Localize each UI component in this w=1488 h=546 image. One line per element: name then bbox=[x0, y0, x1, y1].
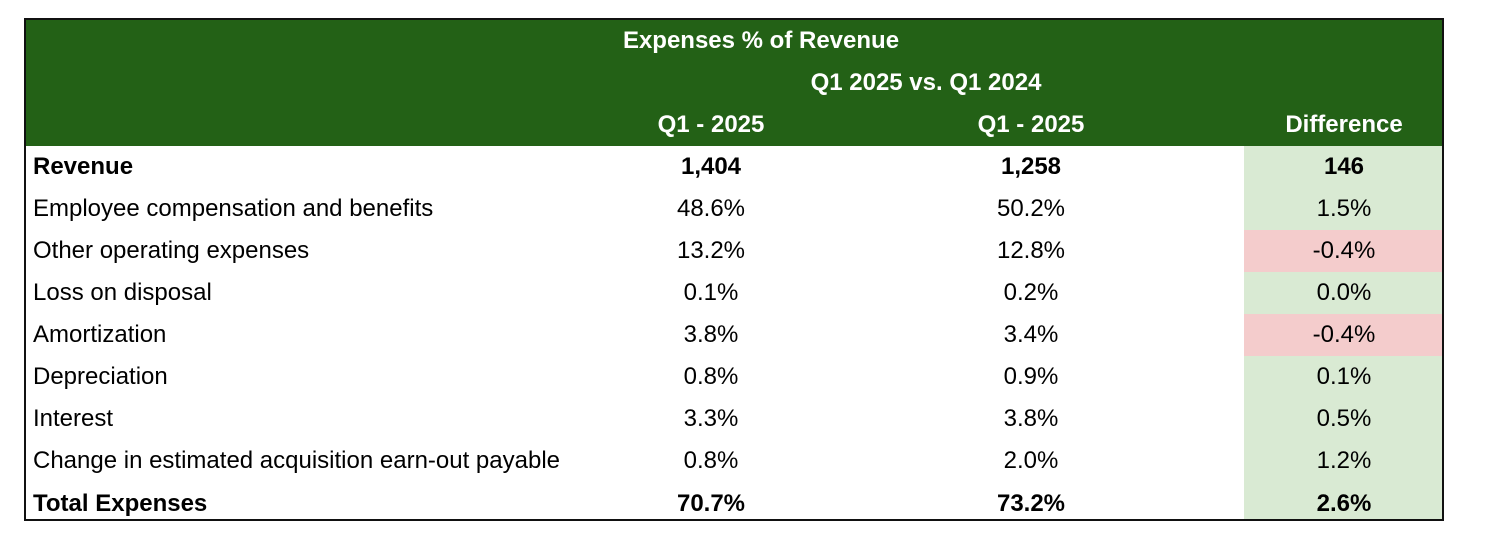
difference-cell: 0.5% bbox=[1244, 398, 1442, 440]
value-q1-2025-a: 0.1% bbox=[683, 279, 739, 306]
value-q1-2025-a: 48.6% bbox=[676, 195, 746, 222]
table-row: Amortization 3.8% 3.4% -0.4% bbox=[26, 314, 1442, 356]
row-label: Change in estimated acquisition earn-out… bbox=[33, 447, 561, 474]
value-q1-2025-b: 3.4% bbox=[1003, 321, 1059, 348]
value-q1-2025-a: 0.8% bbox=[683, 447, 739, 474]
table-row: Employee compensation and benefits 48.6% 5… bbox=[26, 188, 1442, 230]
value-q1-2025-b: 0.9% bbox=[1003, 363, 1059, 390]
difference-cell: 1.2% bbox=[1244, 440, 1442, 482]
difference-cell: 1.5% bbox=[1244, 188, 1442, 230]
expenses-table: Expenses % of Revenue Q1 2025 vs. Q1 202… bbox=[24, 18, 1444, 521]
row-label: Loss on disposal bbox=[33, 279, 212, 306]
table-row: Change in estimated acquisition earn-out… bbox=[26, 440, 1442, 482]
value-q1-2025-b: 0.2% bbox=[1003, 279, 1059, 306]
row-label: Depreciation bbox=[33, 363, 168, 390]
row-label: Other operating expenses bbox=[33, 237, 310, 264]
column-header-q1-2025-b: Q1 - 2025 bbox=[977, 111, 1085, 138]
value-q1-2025-a: 13.2% bbox=[676, 237, 746, 264]
difference-cell: 146 bbox=[1244, 146, 1442, 188]
column-header-q1-2025-a: Q1 - 2025 bbox=[657, 111, 765, 138]
row-label: Total Expenses bbox=[33, 490, 208, 517]
table-row: Loss on disposal 0.1% 0.2% 0.0% bbox=[26, 272, 1442, 314]
difference-cell: 2.6% bbox=[1244, 482, 1442, 519]
value-q1-2025-b: 3.8% bbox=[1003, 405, 1059, 432]
table-title: Expenses % of Revenue bbox=[622, 27, 900, 54]
value-q1-2025-b: 50.2% bbox=[996, 195, 1066, 222]
table-header: Expenses % of Revenue Q1 2025 vs. Q1 202… bbox=[26, 20, 1442, 146]
difference-cell: 0.0% bbox=[1244, 272, 1442, 314]
value-q1-2025-a: 0.8% bbox=[683, 363, 739, 390]
difference-cell: 0.1% bbox=[1244, 356, 1442, 398]
row-label: Revenue bbox=[33, 153, 134, 180]
value-q1-2025-a: 70.7% bbox=[676, 490, 746, 517]
table-row: Total Expenses 70.7% 73.2% 2.6% bbox=[26, 482, 1442, 519]
value-q1-2025-a: 3.8% bbox=[683, 321, 739, 348]
value-q1-2025-b: 12.8% bbox=[996, 237, 1066, 264]
column-header-difference: Difference bbox=[1285, 111, 1403, 138]
table-row: Depreciation 0.8% 0.9% 0.1% bbox=[26, 356, 1442, 398]
value-q1-2025-b: 1,258 bbox=[1000, 153, 1062, 180]
row-label: Employee compensation and benefits bbox=[33, 195, 434, 222]
value-q1-2025-b: 2.0% bbox=[1003, 447, 1059, 474]
table-row: Other operating expenses 13.2% 12.8% -0.4% bbox=[26, 230, 1442, 272]
table-body: Revenue 1,404 1,258 146 Employee compensatio… bbox=[26, 146, 1442, 519]
table-row: Revenue 1,404 1,258 146 bbox=[26, 146, 1442, 188]
row-label: Interest bbox=[33, 405, 114, 432]
difference-cell: -0.4% bbox=[1244, 314, 1442, 356]
value-q1-2025-a: 1,404 bbox=[680, 153, 742, 180]
table-subtitle: Q1 2025 vs. Q1 2024 bbox=[810, 69, 1042, 96]
table-row: Interest 3.3% 3.8% 0.5% bbox=[26, 398, 1442, 440]
row-label: Amortization bbox=[33, 321, 167, 348]
value-q1-2025-b: 73.2% bbox=[996, 490, 1066, 517]
difference-cell: -0.4% bbox=[1244, 230, 1442, 272]
value-q1-2025-a: 3.3% bbox=[683, 405, 739, 432]
